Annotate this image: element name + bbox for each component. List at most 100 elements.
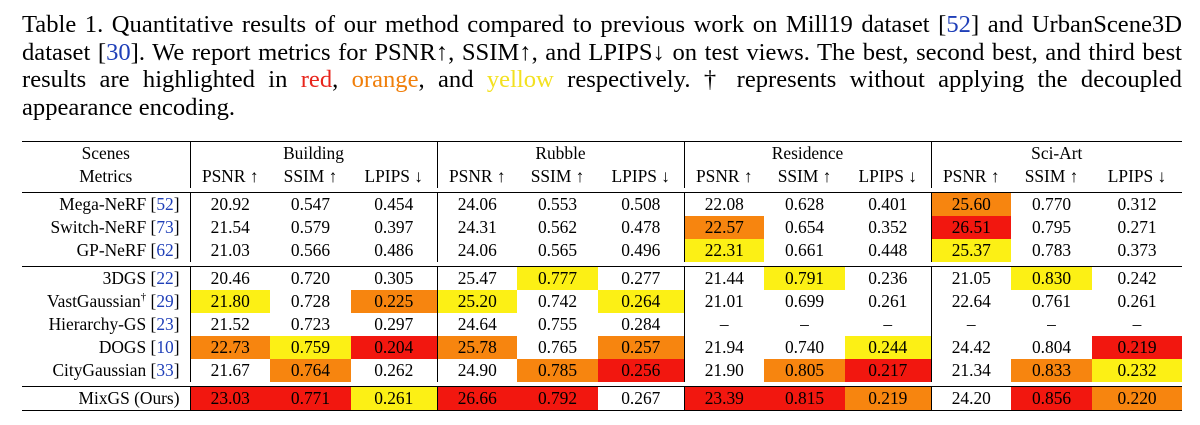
metric-value: 0.566 [290, 240, 331, 260]
metric-value: – [1132, 314, 1142, 334]
metric-header: PSNR ↑ [943, 166, 1000, 186]
metric-value: 0.740 [784, 337, 825, 357]
metrics-header: Metrics [22, 165, 191, 188]
metric-value: 0.562 [537, 217, 578, 237]
table-row: CityGaussian [33] 21.67 0.764 0.262 24.90 0.7… [22, 359, 1183, 382]
citation-link[interactable]: 22 [156, 268, 174, 288]
table-row: VastGaussian† [29] 21.80 0.728 0.225 25.20 0.… [22, 290, 1182, 313]
table-row: GP-NeRF [62] 21.03 0.566 0.486 24.06 0.565 0.4… [22, 239, 1182, 262]
metric-value: 0.225 [351, 290, 438, 313]
metric-value: 21.90 [704, 360, 744, 380]
metric-value: 21.94 [704, 337, 744, 357]
citation-link[interactable]: 52 [946, 11, 971, 38]
metric-value: 25.60 [931, 192, 1012, 216]
metric-value: 26.66 [437, 386, 518, 411]
method-cell: 3DGS [22] [22, 266, 191, 290]
metric-value: 0.805 [764, 359, 846, 382]
table-row: MixGS (Ours) 23.03 0.771 0.261 26.66 0.792 0.2… [22, 386, 1183, 411]
results-table: Scenes Building Rubble Residence Sci-Art… [22, 141, 1183, 411]
metric-value: 0.770 [1011, 192, 1093, 216]
metric-value: 25.20 [437, 290, 518, 313]
metric-value: 0.264 [598, 290, 685, 313]
dagger-mark: † [140, 291, 147, 304]
metric-value: 0.654 [784, 217, 825, 237]
metric-value: 25.78 [437, 336, 518, 359]
metric-value: 0.244 [845, 336, 932, 359]
metric-value: 22.31 [684, 239, 765, 262]
metric-value: 22.57 [684, 216, 765, 239]
metric-value: 0.277 [598, 266, 685, 290]
metric-value: 21.67 [210, 360, 250, 380]
metric-value: 21.03 [210, 240, 250, 260]
header-row-metrics: Metrics PSNR ↑ SSIM ↑ LPIPS ↓ PSNR ↑ SSI… [22, 165, 1182, 188]
citation-link[interactable]: 73 [156, 217, 174, 237]
metric-value: 0.397 [351, 216, 438, 239]
metric-value: 0.232 [1092, 359, 1183, 382]
metric-value: 0.764 [270, 359, 351, 382]
metric-value: 0.242 [1092, 266, 1183, 290]
metric-header: SSIM ↑ [530, 166, 585, 186]
metric-value: 0.267 [598, 386, 685, 411]
metric-value: 0.219 [1092, 336, 1183, 359]
citation-link[interactable]: 23 [156, 314, 174, 334]
method-cell: Mega-NeRF [52] [22, 192, 191, 216]
orange-label: orange [351, 66, 419, 93]
metric-value: 0.815 [764, 386, 846, 411]
method-name: Hierarchy-GS [48, 314, 147, 334]
metric-header: PSNR ↑ [696, 166, 753, 186]
scene-header: Sci-Art [931, 141, 1183, 165]
metric-value: 0.553 [517, 192, 599, 216]
metric-value: 0.262 [351, 359, 438, 382]
metric-value: 22.73 [190, 336, 270, 359]
citation-link[interactable]: 62 [156, 240, 174, 260]
metric-value: 0.791 [764, 266, 846, 290]
metric-value: 22.08 [684, 192, 765, 216]
method-name: 3DGS [102, 268, 147, 288]
metric-header: SSIM ↑ [283, 166, 338, 186]
metric-value: 0.699 [784, 291, 825, 311]
metric-value: 23.03 [190, 386, 270, 411]
table-row: Mega-NeRF [52] 20.92 0.547 0.454 24.06 0.553 0… [22, 192, 1183, 216]
citation-link[interactable]: 29 [156, 291, 174, 311]
metric-value: – [966, 314, 976, 334]
table-row: Switch-NeRF [73] 21.54 0.579 0.397 24.31 0.56… [22, 216, 1182, 239]
metric-value: 0.755 [537, 314, 578, 334]
metric-value: 0.661 [784, 240, 825, 260]
metric-value: 0.220 [1092, 386, 1183, 411]
metric-value: – [1047, 314, 1056, 334]
scene-header: Building [190, 141, 438, 165]
metric-value: 0.261 [1117, 291, 1157, 311]
header-row-scenes: Scenes Building Rubble Residence Sci-Art [22, 141, 1183, 165]
citation-link[interactable]: 30 [106, 38, 131, 66]
table-row: 3DGS [22] 20.46 0.720 0.305 25.47 0.777 0.277 2… [22, 266, 1183, 290]
metric-value: 0.508 [598, 192, 685, 216]
scene-header: Rubble [437, 141, 685, 165]
citation-link[interactable]: 33 [156, 360, 174, 380]
metric-value: 20.92 [190, 192, 270, 216]
metric-value: 0.777 [517, 266, 599, 290]
metric-value: 0.261 [845, 290, 932, 313]
metric-value: 21.54 [210, 217, 250, 237]
metric-value: 21.80 [190, 290, 270, 313]
metric-value: 24.64 [457, 314, 497, 334]
metric-value: 0.486 [351, 239, 438, 262]
metric-value: – [845, 313, 932, 336]
metric-value: 0.783 [1031, 240, 1072, 260]
metric-value: 21.44 [684, 266, 765, 290]
table-caption: Table 1. Quantitative results of our met… [22, 11, 1182, 121]
metric-value: 0.759 [270, 336, 351, 359]
metric-value: 24.06 [437, 192, 518, 216]
scene-header: Residence [684, 141, 932, 165]
metric-value: 24.06 [457, 240, 497, 260]
method-cell: GP-NeRF [62] [22, 239, 191, 262]
results-table-body: Scenes Building Rubble Residence Sci-Art… [22, 141, 1183, 411]
metric-value: 0.720 [270, 266, 351, 290]
metric-value: 0.271 [1117, 217, 1157, 237]
metric-value: 0.261 [351, 386, 438, 411]
metric-value: 0.256 [598, 359, 685, 382]
citation-link[interactable]: 52 [156, 194, 174, 214]
citation-link[interactable]: 10 [156, 337, 174, 357]
metric-value: – [800, 314, 809, 334]
metric-value: 0.478 [598, 216, 685, 239]
metric-value: 21.52 [210, 314, 250, 334]
